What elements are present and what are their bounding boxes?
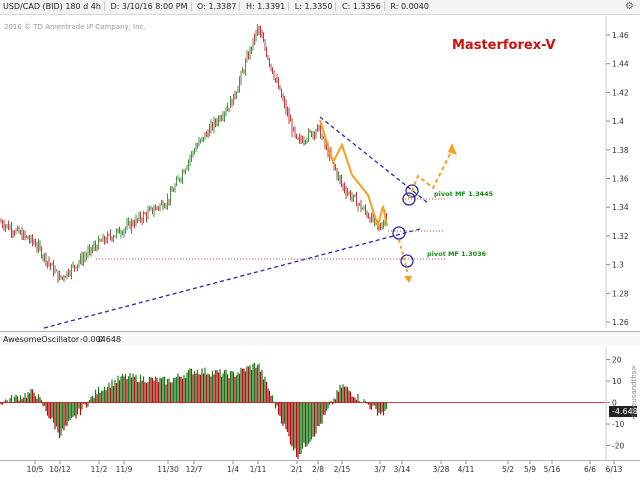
- price-tick-label: 1.36: [612, 175, 629, 184]
- oscillator-series: [0, 362, 388, 460]
- oscillator-axis-title: <thousandths>: [630, 365, 638, 420]
- price-tick-label: 1.4: [612, 117, 624, 126]
- price-panel[interactable]: [0, 15, 640, 328]
- date-tick-label: 10/12: [49, 465, 71, 474]
- gear-icon: ⚙: [625, 1, 634, 12]
- date-tick-label: 3/28: [433, 465, 450, 474]
- date-tick-label: 1/4: [227, 465, 239, 474]
- date-tick-label: 12/7: [186, 465, 203, 474]
- current-value-label: -4.648: [612, 407, 638, 416]
- arrowhead-down-icon: [404, 276, 412, 283]
- divider: [103, 2, 105, 11]
- oscillator-value: -0.004648: [80, 335, 121, 344]
- date-tick-label: 11/30: [157, 465, 179, 474]
- osc-tick-label: 0: [612, 399, 617, 408]
- oscillator-extra: 0: [98, 335, 103, 344]
- price-tick-label: 1.26: [612, 318, 629, 327]
- current-value-badge: [609, 406, 637, 417]
- wave-path: [319, 119, 388, 230]
- bearish-forecast-arrow: [398, 239, 409, 276]
- oscillator-name[interactable]: AwesomeOscillator: [3, 335, 80, 344]
- divider: [288, 2, 290, 11]
- price-tick-label: 1.3: [612, 261, 624, 270]
- date-tick-label: 6/13: [606, 465, 623, 474]
- marker-circle-top: [405, 184, 419, 198]
- date-tick-label: 1/11: [250, 465, 267, 474]
- divider: [190, 2, 192, 11]
- date-label: D: 3/10/16 8:00 PM: [110, 2, 188, 11]
- support-trendline[interactable]: [43, 228, 421, 329]
- price-axis[interactable]: 1.46 1.44 1.42 1.4 1.38 1.36 1.34 1.32 1.3 1.28 1.…: [605, 16, 629, 328]
- range-label: R: 0.0040: [390, 2, 429, 11]
- date-tick-label: 3/7: [374, 465, 386, 474]
- date-tick-label: 3/14: [394, 465, 411, 474]
- price-tick-label: 1.34: [612, 203, 629, 212]
- marker-circle-bottom: [400, 254, 414, 268]
- high-label: H: 1.3391: [245, 2, 286, 11]
- date-tick-label: 11/2: [91, 465, 108, 474]
- price-tick-label: 1.32: [612, 232, 629, 241]
- osc-tick-label: -10: [612, 420, 624, 429]
- oscillator-header: [0, 332, 640, 345]
- low-label: L: 1.3350: [294, 2, 333, 11]
- marker-circle-mid: [402, 192, 416, 206]
- divider: [335, 2, 337, 11]
- date-tick-label: 2/15: [334, 465, 351, 474]
- divider: [239, 2, 241, 11]
- price-tick-label: 1.38: [612, 146, 629, 155]
- oscillator-axis[interactable]: 20 10 0 -10 -20: [0, 346, 624, 460]
- date-tick-label: 10/5: [27, 465, 44, 474]
- pivot-high-label: pivot MF 1.3445: [434, 190, 494, 198]
- date-axis[interactable]: 10/5 10/12 11/2 11/9 11/30 12/7 1/4 1/11 2/1 2/8 2…: [27, 461, 623, 474]
- open-label: O: 1.3387: [197, 2, 237, 11]
- copyright-text: 2016 © TD Ameritrade IP Company, Inc.: [4, 23, 146, 31]
- resistance-trendline[interactable]: [319, 116, 429, 204]
- chart-header: USD/CAD (BID) 180 d 4h D: 3/10/16 8:00 P…: [0, 0, 640, 15]
- osc-tick-label: 20: [612, 356, 622, 365]
- bullish-forecast-arrow: [408, 149, 453, 199]
- pivot-low-label: pivot MF 1.3036: [427, 250, 487, 258]
- marker-circle-low: [392, 226, 406, 240]
- date-tick-label: 2/8: [312, 465, 324, 474]
- brand-title: Masterforex-V: [452, 38, 556, 53]
- close-label: C: 1.3356: [342, 2, 381, 11]
- symbol-label[interactable]: USD/CAD (BID) 180 d 4h: [3, 2, 101, 11]
- date-tick-label: 5/16: [544, 465, 561, 474]
- date-tick-label: 4/11: [458, 465, 475, 474]
- date-tick-label: 6/6: [584, 465, 596, 474]
- date-tick-label: 5/2: [502, 465, 514, 474]
- price-tick-label: 1.46: [612, 31, 629, 40]
- arrowhead-up-icon: [448, 143, 457, 155]
- price-tick-label: 1.44: [612, 60, 629, 69]
- date-tick-label: 2/1: [291, 465, 303, 474]
- osc-tick-label: -20: [612, 442, 624, 451]
- divider: [383, 2, 385, 11]
- price-series: [0, 24, 387, 283]
- price-tick-label: 1.42: [612, 88, 629, 97]
- price-tick-label: 1.28: [612, 289, 629, 298]
- settings-button[interactable]: ⚙: [622, 1, 634, 13]
- date-tick-label: 5/9: [524, 465, 536, 474]
- osc-tick-label: 10: [612, 377, 622, 386]
- date-tick-label: 11/9: [116, 465, 133, 474]
